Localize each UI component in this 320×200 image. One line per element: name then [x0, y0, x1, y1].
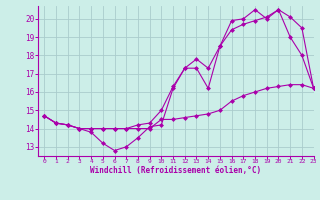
X-axis label: Windchill (Refroidissement éolien,°C): Windchill (Refroidissement éolien,°C) — [91, 166, 261, 175]
